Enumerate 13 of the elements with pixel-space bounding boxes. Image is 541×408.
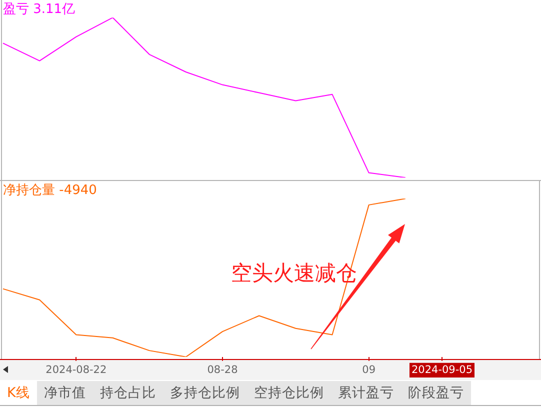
text: K线	[0, 380, 37, 404]
x-tick-label: 08-28	[207, 364, 238, 376]
text: 阶段盈亏	[400, 380, 471, 404]
text: 空持仓比例	[246, 380, 331, 404]
x-tick-label: 09	[362, 364, 376, 376]
text: 持仓占比	[92, 380, 163, 404]
text: 净市值	[36, 380, 93, 404]
x-tick-label: 2024-08-22	[46, 364, 107, 376]
x-tick-label: 2024-09-05	[411, 364, 473, 376]
text: 多持仓比例	[162, 380, 247, 404]
text: 累计盈亏	[330, 380, 401, 404]
chart-title: 盈亏 3.11亿	[3, 2, 76, 18]
chart-title: 净持仓量 -4940	[3, 183, 97, 198]
